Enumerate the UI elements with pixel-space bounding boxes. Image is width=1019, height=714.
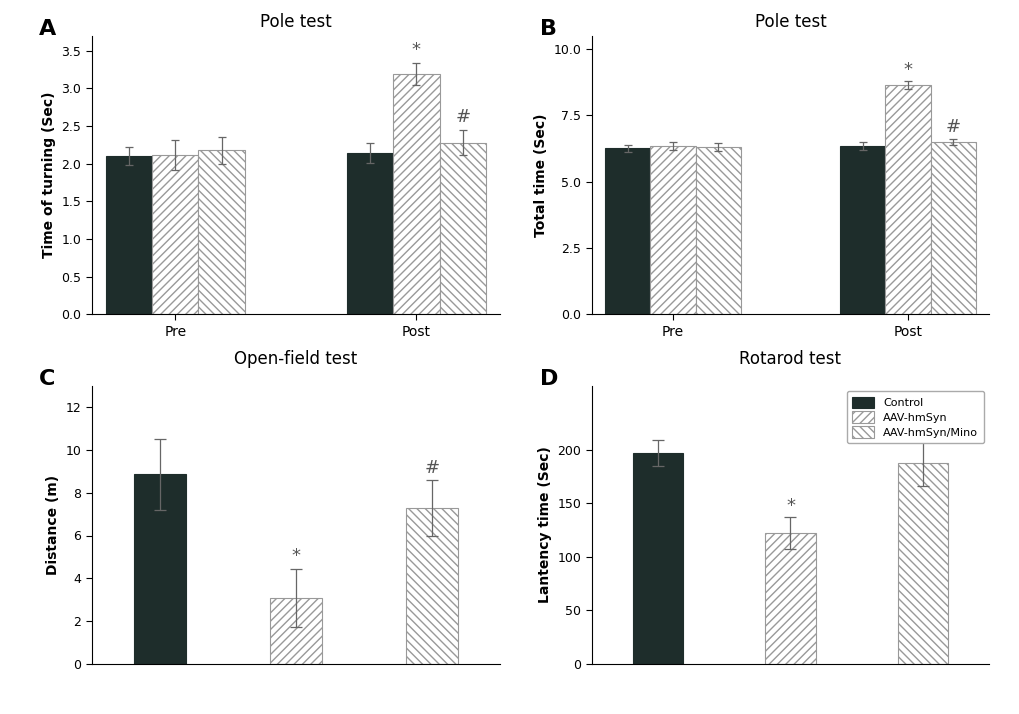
Bar [604, 149, 650, 314]
Bar [199, 150, 245, 314]
Text: C: C [39, 369, 55, 389]
Bar [840, 146, 884, 314]
Text: *: * [786, 497, 794, 516]
Bar [764, 533, 815, 664]
Text: #: # [945, 119, 960, 136]
Text: *: * [291, 548, 300, 565]
Bar [133, 475, 185, 664]
Bar [270, 598, 321, 664]
Text: Open-field test: Open-field test [234, 350, 357, 368]
Text: *: * [412, 41, 421, 59]
Legend: Control, AAV-hmSyn, AAV-hmSyn/Mino: Control, AAV-hmSyn, AAV-hmSyn/Mino [846, 391, 983, 443]
Bar [106, 156, 152, 314]
Text: Rotarod test: Rotarod test [739, 350, 841, 368]
Y-axis label: Time of turning (Sec): Time of turning (Sec) [42, 91, 56, 258]
Text: #: # [915, 419, 929, 437]
Text: B: B [539, 19, 556, 39]
Bar [392, 74, 439, 314]
Title: Pole test: Pole test [754, 14, 825, 31]
Bar [152, 156, 199, 314]
Bar [897, 463, 948, 664]
Bar [650, 146, 695, 314]
Text: D: D [539, 369, 557, 389]
Text: #: # [454, 108, 470, 126]
Bar [346, 153, 392, 314]
Bar [929, 142, 975, 314]
Bar [632, 453, 683, 664]
Title: Pole test: Pole test [260, 14, 331, 31]
Bar [439, 143, 485, 314]
Bar [884, 85, 929, 314]
Text: A: A [39, 19, 56, 39]
Y-axis label: Distance (m): Distance (m) [46, 475, 60, 575]
Text: #: # [424, 458, 439, 477]
Bar [695, 147, 740, 314]
Text: *: * [903, 61, 912, 79]
Bar [406, 508, 458, 664]
Y-axis label: Total time (Sec): Total time (Sec) [533, 114, 547, 236]
Y-axis label: Lantency time (Sec): Lantency time (Sec) [537, 446, 551, 603]
